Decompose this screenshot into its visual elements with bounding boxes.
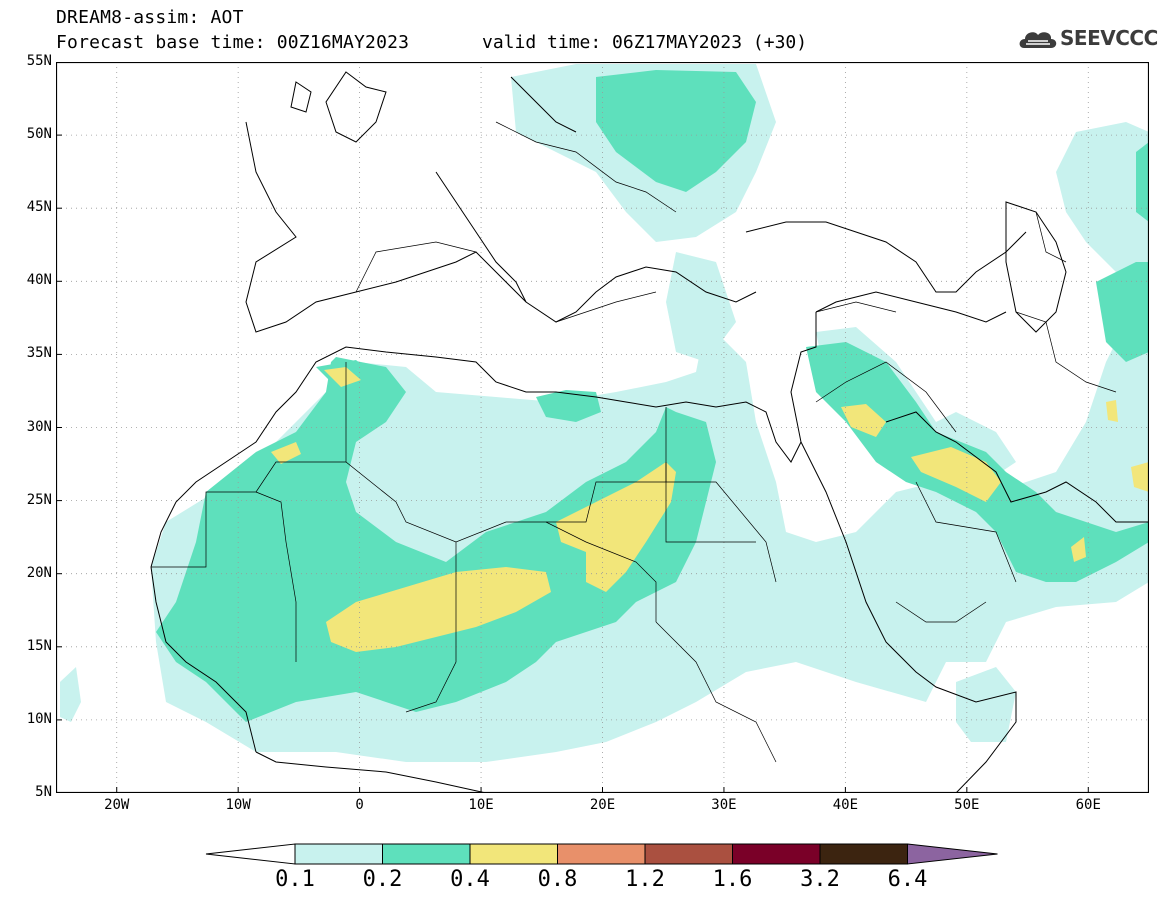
- lat-label: 35N: [26, 345, 52, 362]
- lat-label: 15N: [26, 637, 52, 654]
- aot-map: [56, 62, 1149, 793]
- colorbar-level-label: 1.6: [712, 867, 753, 892]
- aot-area-light: [1056, 122, 1149, 272]
- colorbar-box: [644, 843, 733, 865]
- colorbar-box: [382, 843, 471, 865]
- aot-area-light: [666, 252, 736, 362]
- lat-label: 45N: [26, 199, 52, 216]
- colorbar-box: [469, 843, 558, 865]
- aot-area-medium: [536, 390, 601, 422]
- colorbar-box: [294, 843, 383, 865]
- aot-area-medium: [1136, 142, 1149, 222]
- aot-area-light: [956, 667, 1016, 742]
- map-title: DREAM8-assim: AOT: [56, 7, 244, 28]
- lon-label: 50E: [954, 797, 980, 813]
- lat-label: 25N: [26, 491, 52, 508]
- colorbar-level-label: 0.4: [450, 867, 490, 892]
- aot-area-high: [326, 567, 551, 652]
- lon-label: 0: [355, 797, 364, 813]
- colorbar-level-label: 0.1: [275, 867, 315, 892]
- aot-area-light: [60, 667, 81, 722]
- colorbar: [205, 843, 998, 865]
- lon-label: 20W: [104, 797, 130, 813]
- country-borders: [151, 121, 1117, 763]
- coastlines: [150, 71, 1149, 793]
- lat-label: 20N: [26, 564, 52, 581]
- lat-label: 30N: [26, 418, 52, 435]
- colorbar-level-label: 6.4: [887, 867, 928, 892]
- colorbar-box: [732, 843, 821, 865]
- colorbar-over-triangle: [907, 843, 998, 865]
- lat-label: 40N: [26, 272, 52, 289]
- colorbar-box: [819, 843, 908, 865]
- lon-label: 10W: [225, 797, 251, 813]
- cloud-icon: [1019, 32, 1057, 48]
- colorbar-box: [557, 843, 646, 865]
- lon-label: 10E: [468, 797, 494, 813]
- lat-label: 55N: [26, 53, 52, 69]
- aot-area-high: [1071, 537, 1086, 562]
- aot-area-medium: [1096, 262, 1149, 362]
- lat-label: 50N: [26, 126, 52, 143]
- aot-area-medium: [1016, 527, 1086, 582]
- aot-area-high: [1131, 462, 1149, 492]
- colorbar-under-triangle: [205, 843, 296, 865]
- lon-label: 40E: [832, 797, 859, 813]
- colorbar-level-label: 0.8: [537, 867, 578, 892]
- colorbar-level-label: 0.2: [362, 867, 403, 892]
- aot-area-high: [911, 447, 1001, 502]
- lon-label: 20E: [589, 797, 616, 813]
- lon-label: 60E: [1075, 797, 1101, 813]
- aot-area-high: [1106, 400, 1118, 422]
- aot-area-high: [556, 462, 676, 592]
- aot-fill-layer: [60, 64, 1149, 762]
- forecast-base-time: Forecast base time: 00Z16MAY2023: [56, 32, 410, 53]
- valid-time: valid time: 06Z17MAY2023 (+30): [482, 32, 808, 53]
- colorbar-level-label: 1.2: [625, 867, 665, 892]
- lon-label: 30E: [711, 797, 737, 813]
- aot-area-medium: [176, 602, 226, 642]
- lat-label: 5N: [35, 784, 52, 800]
- logo-text: SEEVCCC: [1060, 26, 1158, 50]
- aot-area-high: [271, 442, 301, 464]
- aot-area-medium: [596, 70, 756, 192]
- colorbar-level-label: 3.2: [800, 867, 840, 892]
- aot-area-high: [841, 404, 886, 437]
- lat-label: 10N: [26, 710, 52, 727]
- aot-area-high: [324, 367, 361, 387]
